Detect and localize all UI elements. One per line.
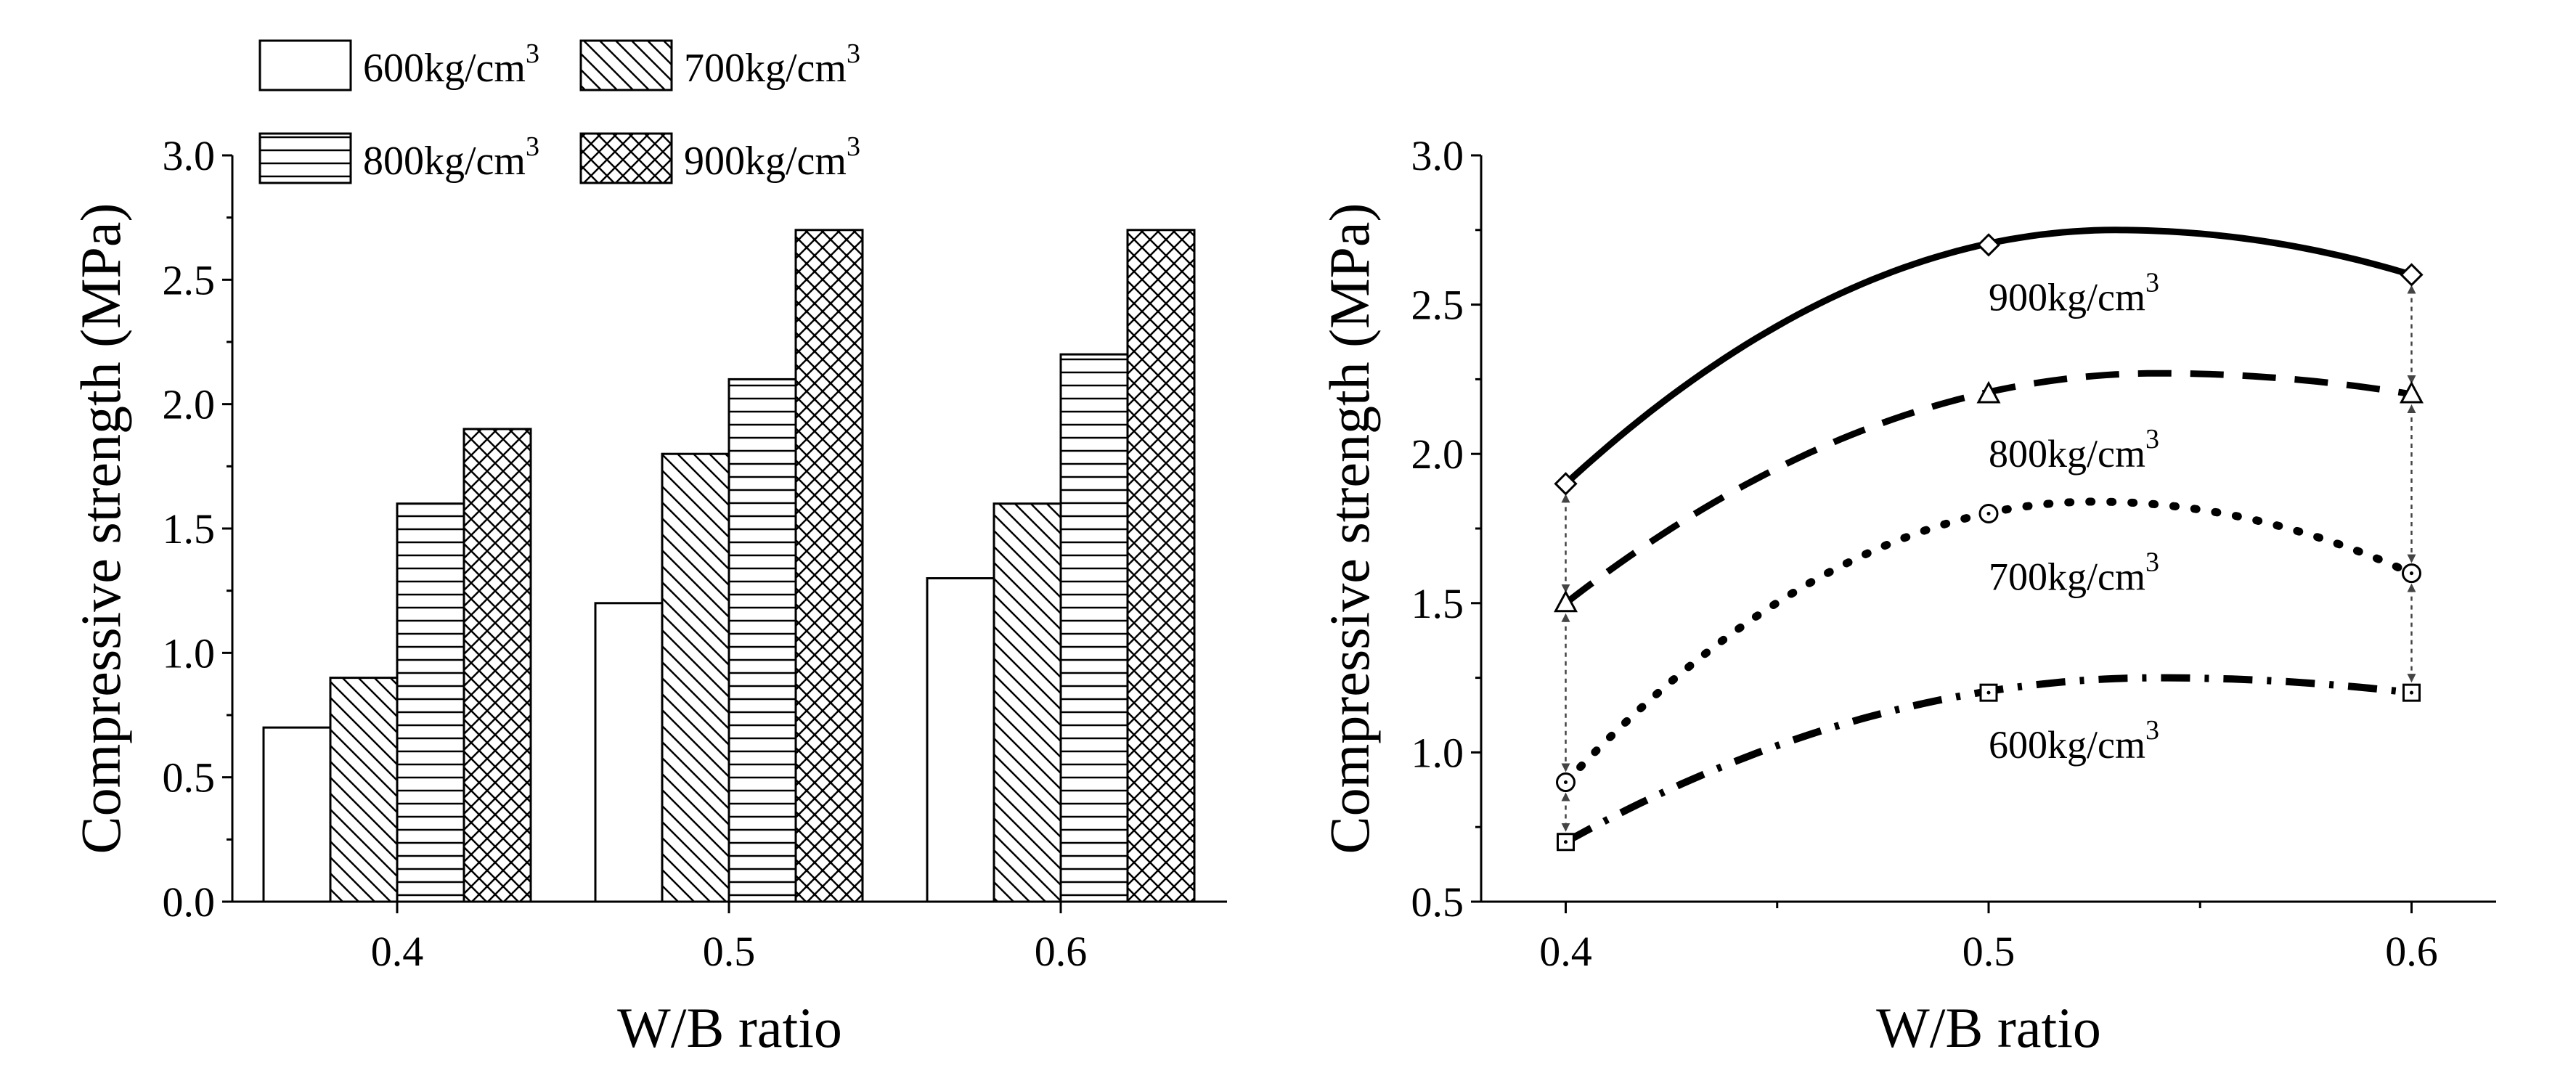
bar (926, 577, 995, 903)
data-point-dot (1986, 511, 1991, 515)
data-point-triangle (1976, 380, 2001, 404)
legend-label: 800kg/cm3 (363, 131, 539, 184)
series-label-text: 700kg/cm (1989, 555, 2145, 598)
series-label-text: 900kg/cm (1989, 275, 2145, 319)
x-axis-title: W/B ratio (1876, 996, 2101, 1059)
y-tick-label: 2.5 (163, 256, 216, 303)
data-point-diamond (1976, 233, 2001, 257)
legend-swatch (258, 132, 352, 184)
legend-swatch (258, 39, 352, 91)
legend-label-sup: 3 (847, 38, 860, 69)
series-label-sup: 3 (2145, 715, 2159, 746)
legend-label-text: 800kg/cm (363, 139, 526, 184)
bar (1126, 229, 1196, 903)
y-tick-label: 1.0 (163, 629, 216, 677)
bar (462, 428, 532, 903)
line-chart: 0.5 1.0 1.5 2.0 2.5 3.0 0.4 0.5 0.6 W/B ratio Comp… (1318, 132, 2496, 1059)
legend-label-text: 900kg/cm (684, 139, 847, 184)
series-label-sup: 3 (2145, 547, 2159, 577)
legend-label-sup: 3 (526, 131, 539, 162)
data-point-triangle (1553, 589, 1578, 613)
bar-chart: 0.0 0.5 1.0 1.5 2.0 2.5 3.0 0.4 0.5 0.6 W/B ratio C… (69, 38, 1227, 1059)
series-label-sup: 3 (2145, 267, 2159, 298)
data-point-dot (1564, 840, 1568, 844)
y-tick-label: 2.0 (163, 381, 216, 428)
data-point-dot (2410, 571, 2413, 576)
x-tick-label: 0.6 (1035, 928, 1088, 975)
bar (727, 378, 797, 903)
y-tick-label: 3.0 (1411, 132, 1464, 179)
series-label-text: 800kg/cm (1989, 432, 2145, 476)
bar (262, 726, 332, 903)
series-label: 800kg/cm3 (1989, 424, 2159, 476)
x-tick-label: 0.5 (703, 928, 756, 975)
y-tick-label: 0.5 (1411, 878, 1464, 926)
bar (594, 602, 664, 903)
bar (794, 229, 864, 903)
data-point-triangle (2399, 380, 2424, 404)
legend-label: 700kg/cm3 (684, 38, 860, 91)
y-tick-label: 1.0 (1411, 729, 1464, 776)
y-axis-title: Compressive strength (MPa) (1318, 203, 1381, 854)
series-label-sup: 3 (2145, 424, 2159, 454)
legend-label-sup: 3 (526, 38, 539, 69)
data-point-diamond (2400, 263, 2424, 287)
y-tick-label: 0.0 (163, 878, 216, 926)
y-tick-label: 1.5 (163, 505, 216, 552)
legend-label: 600kg/cm3 (363, 38, 539, 91)
series-label-text: 600kg/cm (1989, 723, 2145, 767)
legend-label-text: 700kg/cm (684, 46, 847, 91)
x-axis-title: W/B ratio (617, 996, 842, 1059)
data-point-dot (2410, 690, 2413, 695)
bar (661, 452, 730, 903)
bar (993, 502, 1062, 903)
legend-swatch (579, 39, 673, 91)
y-axis-title: Compressive strength (MPa) (69, 203, 132, 854)
bar (396, 502, 465, 903)
legend-label-sup: 3 (847, 131, 860, 162)
legend-label-text: 600kg/cm (363, 46, 526, 91)
y-tick-label: 1.5 (1411, 580, 1464, 627)
series-label: 700kg/cm3 (1989, 547, 2159, 598)
y-tick-label: 2.0 (1411, 431, 1464, 478)
legend-label: 900kg/cm3 (684, 131, 860, 184)
x-tick-label: 0.4 (371, 928, 424, 975)
bar (329, 677, 399, 903)
y-tick-label: 0.5 (163, 754, 216, 801)
legend-swatch (579, 132, 673, 184)
series-label: 600kg/cm3 (1989, 715, 2159, 767)
bar (1059, 353, 1129, 903)
data-point-diamond (1554, 472, 1578, 496)
x-tick-label: 0.4 (1539, 928, 1592, 975)
series-label: 900kg/cm3 (1989, 267, 2159, 319)
y-tick-label: 2.5 (1411, 282, 1464, 329)
y-tick-label: 3.0 (163, 132, 216, 179)
x-tick-label: 0.5 (1962, 928, 2015, 975)
data-point-dot (1564, 780, 1568, 785)
data-point-dot (1986, 690, 1991, 695)
x-tick-label: 0.6 (2385, 928, 2438, 975)
